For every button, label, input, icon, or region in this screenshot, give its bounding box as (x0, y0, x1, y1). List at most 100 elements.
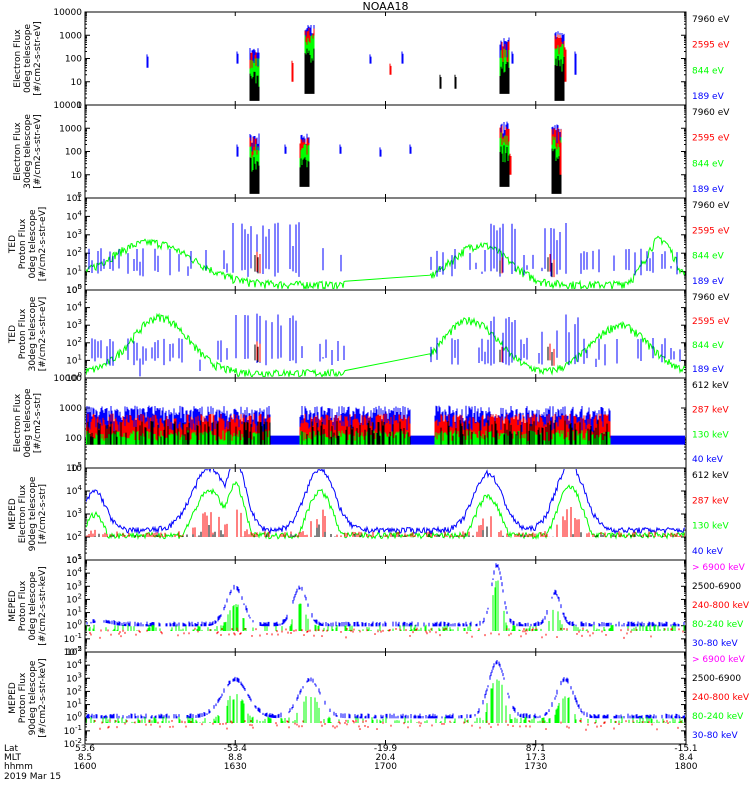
y-axis-label: 90deg telescope (28, 660, 38, 735)
x-tick-lat: 87.1 (526, 744, 546, 754)
panel-frame (84, 467, 687, 561)
y-tick-label: 102 (66, 592, 82, 605)
legend-entry: 2595 eV (692, 41, 730, 51)
legend-entry: 7960 eV (692, 108, 730, 118)
x-tick-mlt: 8.8 (228, 753, 243, 763)
y-tick-label: 100 (66, 371, 82, 384)
y-axis-label: 30deg telescope (23, 114, 33, 189)
y-axis-label: MEPED (8, 498, 18, 530)
legend-entry: 80-240 keV (692, 620, 744, 630)
panel-1: 1 10 100 1000 10000 Electron Flux 0deg telesco… (13, 8, 730, 111)
y-tick-label: 104 (66, 566, 82, 579)
data-trace (86, 235, 685, 289)
legend-entry: 240-800 keV (692, 601, 750, 611)
y-tick-label: 103 (66, 507, 82, 520)
y-tick-label: 101 (66, 553, 82, 566)
x-tick-hhmm: 1630 (224, 762, 247, 772)
y-tick-label: 100 (66, 619, 82, 632)
x-tick-mlt: 8.4 (679, 753, 694, 763)
y-axis-label: 0deg telescope (28, 209, 38, 279)
y-tick-label: 10000 (53, 101, 82, 111)
x-tick-lat: -19.9 (374, 744, 398, 754)
y-tick-label: 100 (66, 283, 82, 296)
data-trace (86, 469, 685, 536)
y-tick-label: 10-1 (64, 724, 82, 737)
y-tick-label: 101 (66, 606, 82, 619)
x-tick-mlt: 17.3 (526, 753, 546, 763)
legend-entry: 287 keV (692, 496, 729, 506)
y-tick-label: 104 (66, 301, 82, 314)
panel-6: 101 102 103 104 105 MEPED Electron Flux 90deg t… (8, 461, 729, 566)
panel-3: 100 101 102 103 104 105 TED Proton Flux 0deg tel… (8, 191, 730, 296)
y-tick-label: 102 (66, 530, 82, 543)
x-tick-hhmm: 1800 (675, 762, 698, 772)
y-axis-label: Proton Flux (18, 672, 28, 723)
legend-entry: 2595 eV (692, 317, 730, 327)
legend-entry: 7960 eV (692, 201, 730, 211)
data-layer (86, 659, 685, 731)
y-tick-label: 102 (66, 684, 82, 697)
legend-entry: 40 keV (692, 547, 724, 557)
data-layer (236, 121, 562, 194)
y-tick-label: 10000 (53, 374, 82, 384)
y-axis-label: [#/cm2-s-str-eV] (38, 297, 48, 372)
y-tick-label: 104 (66, 209, 82, 222)
y-axis-label: [#/cm2-s-str] (33, 393, 43, 453)
legend-entry: 30-80 keV (692, 639, 738, 649)
y-tick-label: 103 (66, 228, 82, 241)
legend-entry: 240-800 keV (692, 693, 750, 703)
y-tick-label: 105 (66, 461, 82, 474)
legend-entry: 287 keV (692, 406, 729, 416)
y-axis-label: MEPED (8, 682, 18, 714)
y-tick-label: 101 (66, 698, 82, 711)
y-tick-label: 100 (66, 711, 82, 724)
x-tick-mlt: 20.4 (375, 753, 395, 763)
legend-entry: 189 eV (692, 365, 725, 375)
legend-entry: 844 eV (692, 159, 725, 169)
legend-entry: 612 keV (692, 381, 729, 391)
y-axis-label: [#/cm2-s-str-keV] (38, 566, 48, 645)
panel-frame (84, 11, 687, 106)
y-axis-label: 0deg telescope (28, 571, 38, 641)
plot-title: NOAA18 (362, 0, 408, 13)
y-tick-label: 1 (76, 194, 82, 204)
data-layer (86, 563, 685, 639)
data-trace (86, 312, 685, 377)
y-axis-label: [#/cm2-s-str-keV] (38, 658, 48, 737)
y-tick-label: 10 (71, 464, 83, 474)
y-tick-label: 102 (66, 336, 82, 349)
y-axis-label: 0deg telescope (23, 388, 33, 458)
y-axis-label: Proton Flux (18, 580, 28, 631)
y-axis-label: Electron Flux (18, 484, 28, 543)
panel-frame (84, 651, 687, 745)
y-axis-label: [#/cm2-s-str-eV] (33, 114, 43, 189)
y-axis-label: Proton Flux (18, 218, 28, 269)
y-axis-label: Proton Flux (18, 308, 28, 359)
y-tick-label: 101 (66, 265, 82, 278)
legend-entry: > 6900 keV (692, 563, 746, 573)
legend-entry: 7960 eV (692, 15, 730, 25)
legend-entry: 2595 eV (692, 226, 730, 236)
legend-entry: 189 eV (692, 277, 725, 287)
y-tick-label: 103 (66, 318, 82, 331)
y-tick-label: 104 (66, 658, 82, 671)
y-tick-label: 100 (65, 434, 82, 444)
legend-entry: 30-80 keV (692, 731, 738, 741)
y-axis-label: MEPED (8, 590, 18, 622)
legend-entry: 130 keV (692, 522, 729, 532)
data-layer (86, 222, 685, 289)
data-trace (86, 480, 685, 541)
y-axis-label: 90deg telescope (28, 476, 38, 551)
y-tick-label: 105 (66, 283, 82, 296)
y-tick-label: 101 (66, 353, 82, 366)
data-layer (86, 469, 685, 541)
panel-frame (84, 559, 687, 653)
y-tick-label: 1 (76, 101, 82, 111)
y-axis-label: TED (8, 325, 18, 344)
panel-2: 1 10 100 1000 10000 Electron Flux 30deg telesc… (13, 101, 730, 204)
y-axis-label: 0deg telescope (23, 24, 33, 94)
y-axis-label: [#/cm2-s-str-eV] (38, 207, 48, 282)
